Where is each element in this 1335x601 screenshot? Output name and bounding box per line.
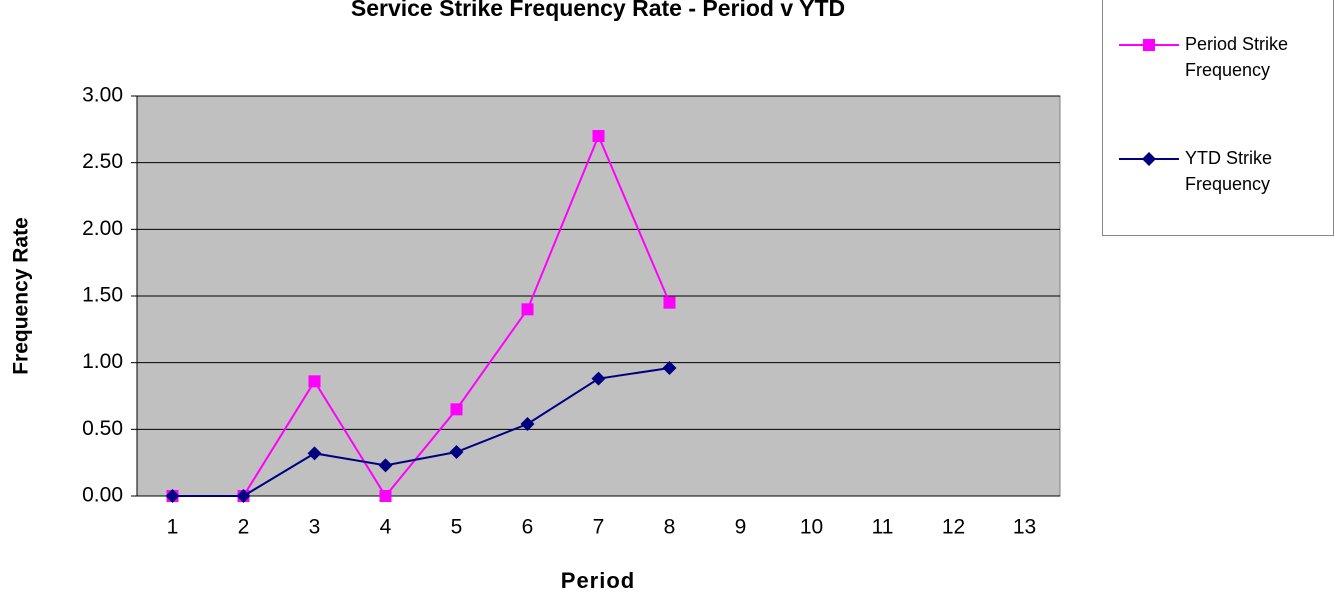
y-tick-label: 1.00 <box>82 350 123 373</box>
data-point <box>236 489 251 503</box>
chart: Service Strike Frequency Rate - Period v… <box>10 0 1061 593</box>
series-line <box>172 133 671 498</box>
x-tick-label: 4 <box>380 516 392 539</box>
x-tick-label: 12 <box>942 516 965 539</box>
data-point <box>307 446 322 461</box>
legend: Period Strike Frequency YTD Strike Freque… <box>1102 0 1334 236</box>
x-tick-label: 1 <box>167 516 179 539</box>
legend-item: YTD Strike Frequency <box>1103 145 1335 205</box>
data-point <box>308 375 321 388</box>
data-point <box>663 296 676 309</box>
x-axis-title: Period <box>561 568 635 593</box>
data-point <box>592 130 605 142</box>
data-point <box>449 445 464 459</box>
data-point <box>379 490 392 502</box>
x-tick-label: 13 <box>1013 516 1036 539</box>
data-point <box>378 458 393 473</box>
data-point <box>591 371 606 386</box>
y-axis-title: Frequency Rate <box>10 217 33 375</box>
legend-swatch <box>1119 39 1179 51</box>
data-point <box>521 303 534 316</box>
x-tick-label: 7 <box>593 516 605 539</box>
legend-label: YTD Strike Frequency <box>1185 148 1273 194</box>
legend-item: Period Strike Frequency <box>1103 31 1335 91</box>
legend-swatch <box>1119 152 1179 166</box>
x-tick-label: 5 <box>451 516 463 539</box>
legend-marker <box>1142 152 1156 166</box>
legend-label: Period Strike Frequency <box>1185 34 1289 80</box>
data-point <box>165 489 180 503</box>
y-tick-label: 3.00 <box>82 84 123 107</box>
data-point <box>520 417 535 431</box>
x-tick-label: 10 <box>800 516 823 539</box>
data-point <box>450 403 463 416</box>
y-tick-label: 0.50 <box>82 417 123 440</box>
x-tick-label: 3 <box>309 516 321 539</box>
x-tick-label: 9 <box>735 516 747 539</box>
y-tick-label: 2.00 <box>82 217 123 240</box>
x-tick-label: 8 <box>664 516 676 539</box>
data-point <box>662 361 677 375</box>
y-tick-label: 0.00 <box>82 484 123 507</box>
x-tick-label: 11 <box>872 516 894 539</box>
y-tick-label: 1.50 <box>82 284 123 307</box>
legend-marker <box>1143 39 1155 51</box>
y-tick-label: 2.50 <box>82 150 123 173</box>
x-tick-label: 2 <box>238 516 250 539</box>
series-line <box>172 367 670 497</box>
chart-title: Service Strike Frequency Rate - Period v… <box>351 0 845 21</box>
x-tick-label: 6 <box>522 516 534 539</box>
